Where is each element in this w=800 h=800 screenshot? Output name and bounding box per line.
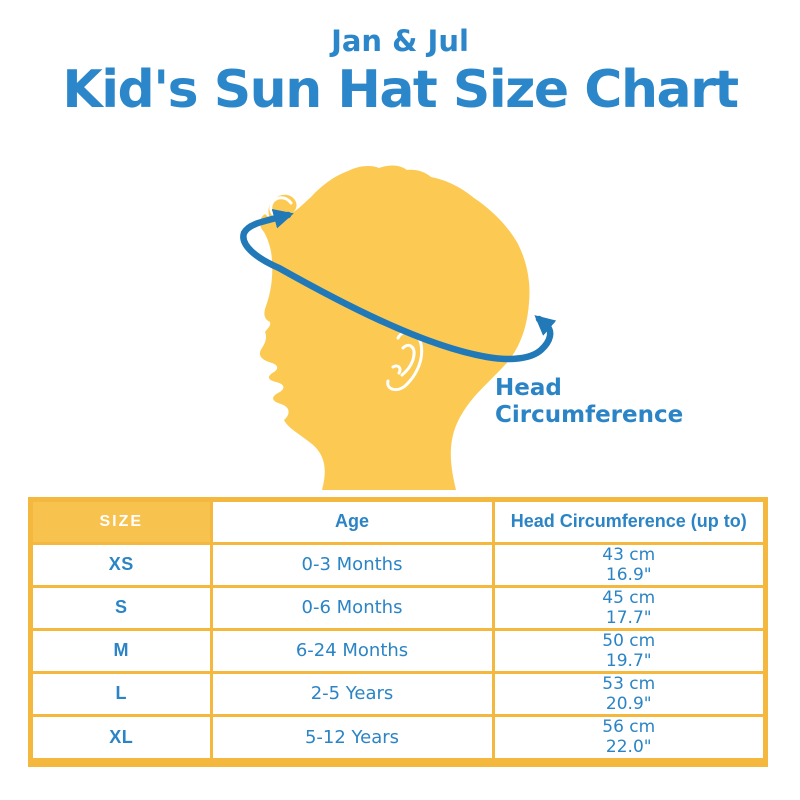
circumference-cm: 50 cm — [602, 630, 656, 651]
circumference-inches: 16.9" — [605, 564, 652, 585]
column-header-age: Age — [211, 502, 495, 545]
hair-curl-detail — [269, 196, 293, 219]
size-value: L — [33, 670, 213, 715]
age-value: 6-24 Months — [211, 627, 495, 672]
ear-outline-icon — [386, 330, 424, 392]
column-header-circumference: Head Circumference (up to) — [493, 502, 763, 545]
age-value: 2-5 Years — [211, 670, 495, 715]
circumference-cm: 43 cm — [602, 544, 656, 565]
child-head-silhouette-icon — [259, 165, 530, 491]
table-row-m: M 6-24 Months 50 cm 19.7" — [33, 627, 763, 672]
age-value: 5-12 Years — [211, 713, 495, 758]
table-row-s: S 0-6 Months 45 cm 17.7" — [33, 584, 763, 629]
table-row-l: L 2-5 Years 53 cm 20.9" — [33, 670, 763, 715]
head-circumference-label-line1: Head — [495, 375, 562, 401]
size-value: S — [33, 584, 213, 629]
circumference-cm: 53 cm — [602, 673, 656, 694]
age-value: 0-3 Months — [211, 543, 495, 586]
size-value: XS — [33, 543, 213, 586]
circumference-inches: 22.0" — [605, 737, 652, 758]
circumference-inches: 19.7" — [605, 650, 652, 671]
table-header-row: SIZE Age Head Circumference (up to) — [33, 502, 763, 545]
size-value: XL — [33, 713, 213, 758]
circumference-inches: 20.9" — [605, 693, 652, 714]
head-circumference-label: Head Circumference — [495, 375, 683, 429]
table-row-xl: XL 5-12 Years 56 cm 22.0" — [33, 713, 763, 758]
column-header-size: SIZE — [33, 502, 213, 545]
circumference-cm: 56 cm — [602, 717, 656, 738]
size-chart-table: SIZE Age Head Circumference (up to) XS 0… — [28, 497, 768, 767]
circumference-value: 53 cm 20.9" — [493, 670, 763, 715]
circumference-value: 56 cm 22.0" — [493, 713, 763, 758]
circumference-value: 43 cm 16.9" — [493, 543, 763, 586]
table-row-xs: XS 0-3 Months 43 cm 16.9" — [33, 543, 763, 586]
circumference-value: 50 cm 19.7" — [493, 627, 763, 672]
brand-name: Jan & Jul — [331, 24, 469, 58]
circumference-inches: 17.7" — [605, 607, 652, 628]
page-title: Kid's Sun Hat Size Chart — [62, 60, 739, 120]
circumference-cm: 45 cm — [602, 587, 656, 608]
size-value: M — [33, 627, 213, 672]
measuring-loop-arrow-icon — [240, 208, 557, 363]
head-circumference-label-line2: Circumference — [495, 402, 684, 428]
circumference-value: 45 cm 17.7" — [493, 584, 763, 629]
age-value: 0-6 Months — [211, 584, 495, 629]
